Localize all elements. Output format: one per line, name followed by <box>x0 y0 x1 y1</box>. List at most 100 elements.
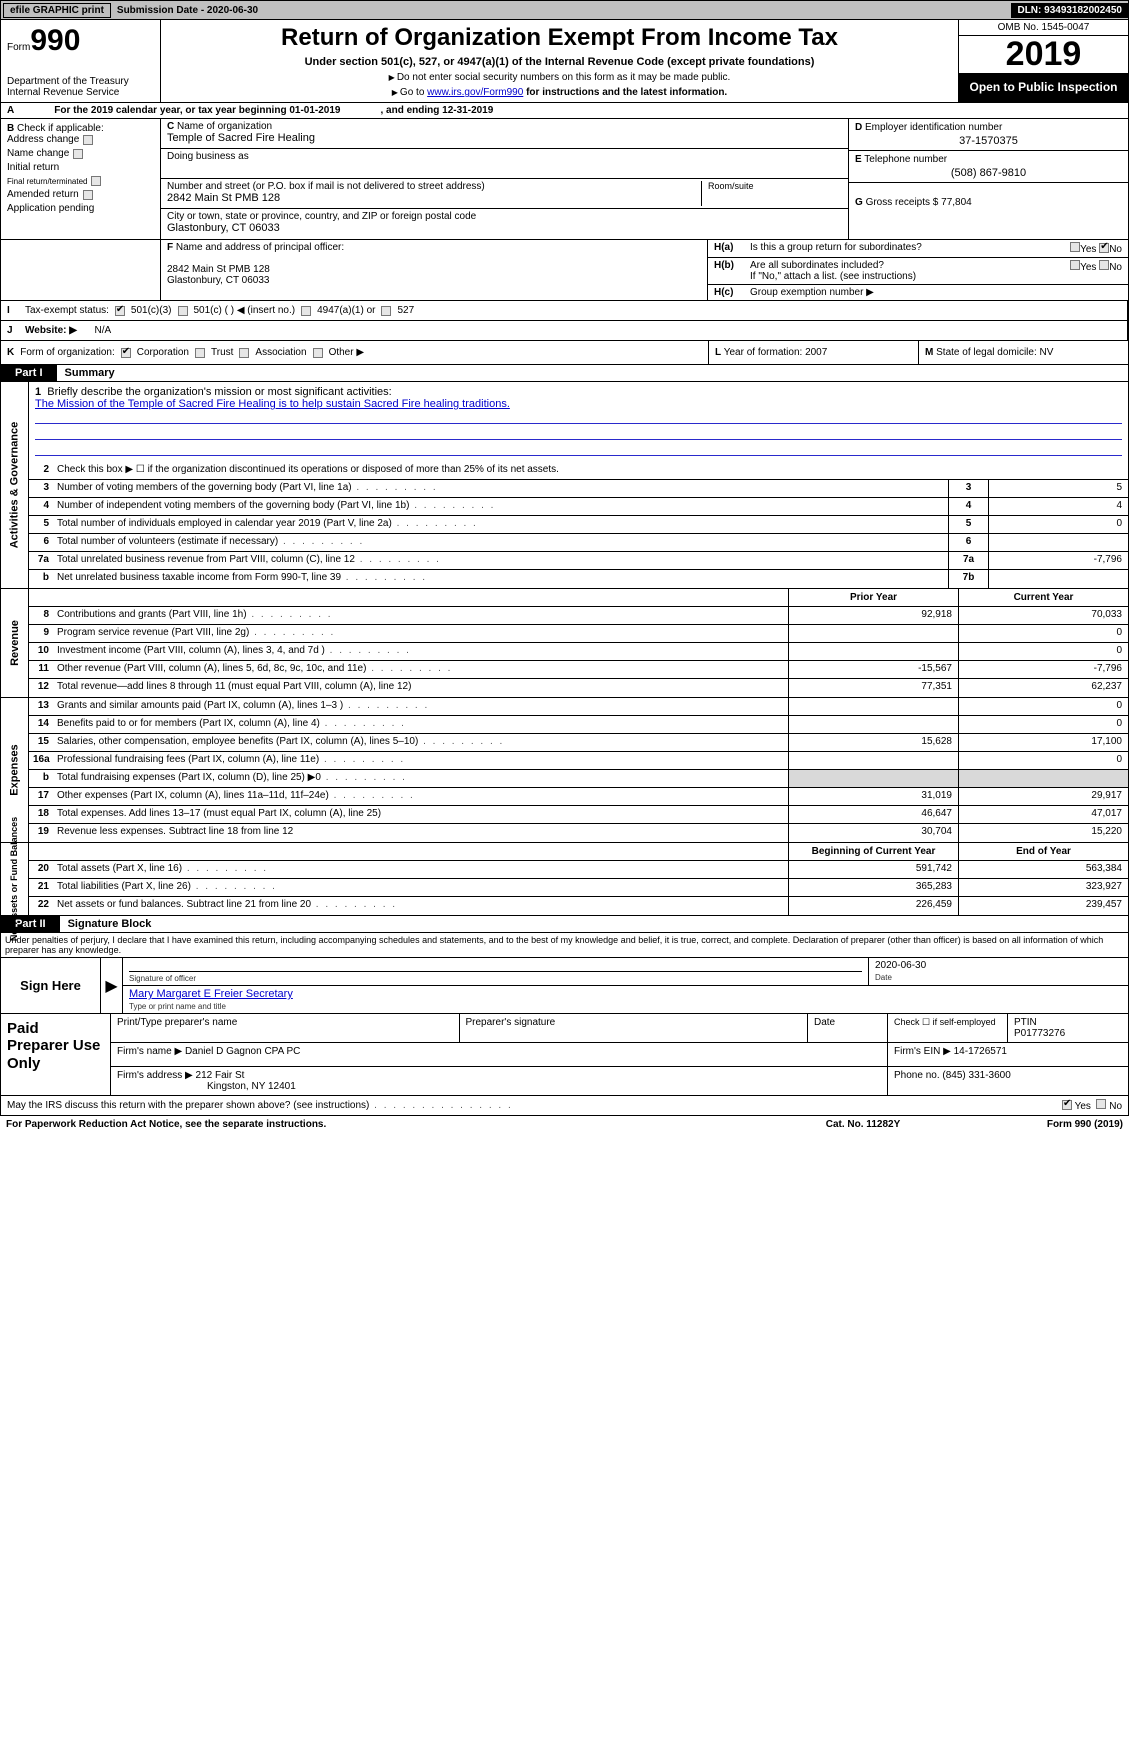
officer-name-link[interactable]: Mary Margaret E Freier Secretary <box>129 988 293 1000</box>
head-boy: Beginning of Current Year <box>788 843 958 860</box>
omb-label: OMB No. 1545-0047 <box>959 20 1128 36</box>
fin-row: 16aProfessional fundraising fees (Part I… <box>29 752 1128 770</box>
fin-row: 10Investment income (Part VIII, column (… <box>29 643 1128 661</box>
firm-name-cell: Firm's name ▶ Daniel D Gagnon CPA PC <box>111 1043 888 1066</box>
side-expenses: Expenses <box>9 744 21 795</box>
sign-here-label: Sign Here <box>1 958 101 1013</box>
firm-addr-cell: Firm's address ▶ 212 Fair StKingston, NY… <box>111 1067 888 1095</box>
room-label: Room/suite <box>702 181 842 206</box>
corp-chk[interactable] <box>121 348 131 358</box>
open-public-badge: Open to Public Inspection <box>959 74 1128 102</box>
part2-head: Part IISignature Block <box>0 916 1129 933</box>
org-name-box: C Name of organization Temple of Sacred … <box>161 119 848 149</box>
mission-block: 1 Briefly describe the organization's mi… <box>29 382 1128 462</box>
efile-button[interactable]: efile GRAPHIC print <box>3 3 111 18</box>
fin-row: 18Total expenses. Add lines 13–17 (must … <box>29 806 1128 824</box>
page-footer: For Paperwork Reduction Act Notice, see … <box>0 1116 1129 1133</box>
form-number: 990 <box>30 24 80 57</box>
form-subtitle: Under section 501(c), 527, or 4947(a)(1)… <box>171 56 948 68</box>
initial-return-label: Initial return <box>7 162 59 173</box>
side-revenue: Revenue <box>9 620 21 666</box>
prep-selfemp: Check ☐ if self-employed <box>888 1014 1008 1042</box>
ein-box: D Employer identification number 37-1570… <box>849 119 1128 151</box>
note-ssn: Do not enter social security numbers on … <box>171 72 948 83</box>
preparer-block: Paid Preparer Use Only Print/Type prepar… <box>0 1014 1129 1096</box>
block-fh: F Name and address of principal officer:… <box>0 240 1129 301</box>
fin-row: 12Total revenue—add lines 8 through 11 (… <box>29 679 1128 697</box>
top-toolbar: efile GRAPHIC print Submission Date - 20… <box>0 0 1129 20</box>
amended-chk[interactable] <box>83 190 93 200</box>
officer-line2: Glastonbury, CT 06033 <box>167 275 269 286</box>
prep-name-head: Print/Type preparer's name <box>111 1014 460 1042</box>
summary-row: 6Total number of volunteers (estimate if… <box>29 534 1128 552</box>
state-domicile: M State of legal domicile: NV <box>918 341 1128 364</box>
fin-row: 8Contributions and grants (Part VIII, li… <box>29 607 1128 625</box>
fin-row: 19Revenue less expenses. Subtract line 1… <box>29 824 1128 842</box>
name-change-chk[interactable] <box>73 149 83 159</box>
website-row: JWebsite: ▶ N/A <box>1 321 1127 340</box>
ein-value: 37-1570375 <box>855 135 1122 147</box>
form-title: Return of Organization Exempt From Incom… <box>171 24 948 52</box>
head-prior: Prior Year <box>788 589 958 606</box>
header-right: OMB No. 1545-0047 2019 Open to Public In… <box>958 20 1128 102</box>
ha-answer: Yes No <box>1070 242 1122 255</box>
side-netassets: Net Assets or Fund Balances <box>10 817 20 941</box>
final-return-chk[interactable] <box>91 176 101 186</box>
name-change-label: Name change <box>7 148 69 159</box>
summary-row: bNet unrelated business taxable income f… <box>29 570 1128 588</box>
form-header: Form990 Department of the Treasury Inter… <box>0 20 1129 103</box>
fin-row: 21Total liabilities (Part X, line 26)365… <box>29 879 1128 897</box>
fin-row: 17Other expenses (Part IX, column (A), l… <box>29 788 1128 806</box>
summary-row: 7aTotal unrelated business revenue from … <box>29 552 1128 570</box>
firm-phone-cell: Phone no. (845) 331-3600 <box>888 1067 1128 1095</box>
phone-box: E Telephone number (508) 867-9810 <box>849 151 1128 183</box>
section-netassets: Net Assets or Fund Balances Beginning of… <box>0 843 1129 916</box>
gross-box: G Gross receipts $ 77,804 <box>849 183 1128 213</box>
block-ij: ITax-exempt status: 501(c)(3) 501(c) ( )… <box>0 301 1129 341</box>
addr-change-label: Address change <box>7 134 79 145</box>
ha-no-chk[interactable] <box>1099 243 1109 253</box>
h-block: H(a) Is this a group return for subordin… <box>708 240 1128 300</box>
header-left: Form990 Department of the Treasury Inter… <box>1 20 161 102</box>
discuss-answer: Yes No <box>1062 1099 1122 1112</box>
fin-row: 15Salaries, other compensation, employee… <box>29 734 1128 752</box>
block-bcde: B Check if applicable: Address change Na… <box>0 119 1129 240</box>
dln-label: DLN: 93493182002450 <box>1011 3 1128 18</box>
gross-value: 77,804 <box>941 197 972 208</box>
head-eoy: End of Year <box>958 843 1128 860</box>
line-a: AFor the 2019 calendar year, or tax year… <box>0 103 1129 119</box>
fin-row: bTotal fundraising expenses (Part IX, co… <box>29 770 1128 788</box>
addr-change-chk[interactable] <box>83 135 93 145</box>
discuss-row: May the IRS discuss this return with the… <box>0 1096 1129 1116</box>
tax-status-row: ITax-exempt status: 501(c)(3) 501(c) ( )… <box>1 301 1127 321</box>
prep-date-head: Date <box>808 1014 888 1042</box>
col-b: B Check if applicable: Address change Na… <box>1 119 161 239</box>
header-center: Return of Organization Exempt From Incom… <box>161 20 958 102</box>
section-expenses: Expenses 13Grants and similar amounts pa… <box>0 698 1129 843</box>
final-return-label: Final return/terminated <box>7 177 87 186</box>
form-org-row: K Form of organization: Corporation Trus… <box>1 341 708 364</box>
sign-block: Sign Here ▶ Signature of officer 2020-06… <box>0 958 1129 1014</box>
part1-head: Part ISummary <box>0 365 1129 382</box>
dba-box: Doing business as <box>161 149 848 179</box>
sign-arrow-icon: ▶ <box>101 958 123 1013</box>
section-revenue: Revenue Prior Year Current Year 8Contrib… <box>0 589 1129 698</box>
ptin-cell: PTINP01773276 <box>1008 1014 1128 1042</box>
summary-row: 5Total number of individuals employed in… <box>29 516 1128 534</box>
officer-box: F Name and address of principal officer:… <box>161 240 708 300</box>
irs-link[interactable]: www.irs.gov/Form990 <box>427 87 523 98</box>
501c3-chk[interactable] <box>115 306 125 316</box>
street-box: Number and street (or P.O. box if mail i… <box>161 179 848 209</box>
mission-text[interactable]: The Mission of the Temple of Sacred Fire… <box>35 398 510 410</box>
f-left-pad <box>1 240 161 300</box>
fin-row: 20Total assets (Part X, line 16)591,7425… <box>29 861 1128 879</box>
dept-label: Department of the Treasury Internal Reve… <box>7 76 154 98</box>
fin-row: 22Net assets or fund balances. Subtract … <box>29 897 1128 915</box>
discuss-yes-chk[interactable] <box>1062 1100 1072 1110</box>
perjury-text: Under penalties of perjury, I declare th… <box>0 933 1129 958</box>
street-value: 2842 Main St PMB 128 <box>167 192 280 204</box>
fin-row: 9Program service revenue (Part VIII, lin… <box>29 625 1128 643</box>
officer-line1: 2842 Main St PMB 128 <box>167 264 270 275</box>
preparer-label: Paid Preparer Use Only <box>1 1014 111 1095</box>
block-klm: K Form of organization: Corporation Trus… <box>0 341 1129 365</box>
